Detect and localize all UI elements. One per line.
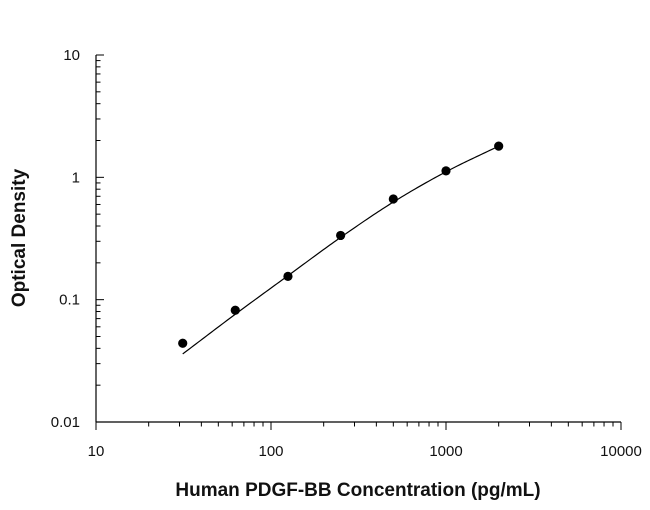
fit-curve-line [182,145,499,355]
axes [95,55,621,423]
y-tick-label: 0.01 [51,414,80,431]
y-tick-label: 0.1 [59,292,80,309]
x-tick-label: 1000 [429,443,462,460]
data-point [178,338,188,348]
data-point [283,271,293,281]
fit-curve-layer [182,145,499,355]
tick-labels: 10 100 1000 10000 0.01 0.1 1 10 [51,47,642,460]
x-tick-label: 10 [88,443,105,460]
y-tick-label: 1 [72,169,80,186]
x-axis-title: Human PDGF-BB Concentration (pg/mL) [175,480,540,501]
y-tick-label: 10 [63,47,80,64]
axis-ticks [95,54,622,430]
x-tick-label: 10000 [600,443,642,460]
data-point [441,166,451,176]
data-point [494,141,504,151]
x-tick-label: 100 [258,443,283,460]
data-point [230,305,240,315]
y-axis-title: Optical Density [9,168,30,307]
data-point [388,194,398,204]
data-points-layer [178,141,504,348]
data-point [336,230,346,241]
